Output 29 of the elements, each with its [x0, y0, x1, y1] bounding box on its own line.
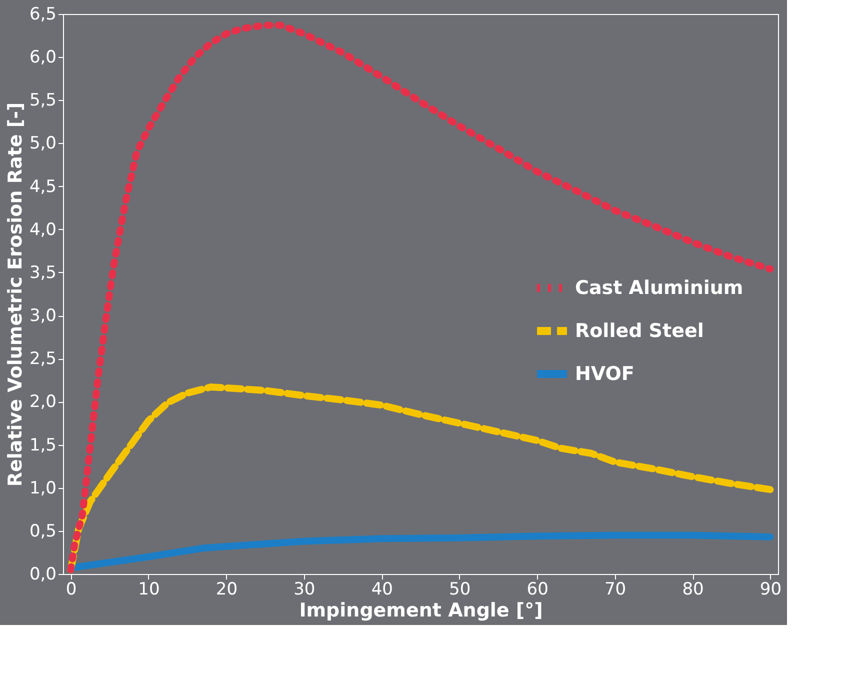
- y-tick-label: 2,0: [29, 392, 56, 412]
- x-tick-label: 10: [138, 580, 160, 600]
- y-tick-label: 5,0: [29, 134, 56, 154]
- x-tick-label: 20: [216, 580, 238, 600]
- y-tick-label: 2,5: [29, 349, 56, 370]
- y-tick-label: 6,0: [29, 48, 56, 68]
- y-tick-label: 4,5: [29, 176, 56, 197]
- y-tick-label: 1,0: [29, 478, 56, 498]
- x-tick-label: 90: [760, 580, 782, 600]
- x-tick-label: 70: [604, 580, 626, 600]
- x-tick-label: 30: [294, 580, 316, 600]
- y-tick-label: 5,5: [29, 90, 56, 111]
- legend-label: Cast Aluminium: [575, 277, 744, 299]
- y-axis-title: Relative Volumetric Erosion Rate [-]: [4, 102, 26, 487]
- legend-label: Rolled Steel: [575, 320, 704, 342]
- x-tick-label: 80: [682, 580, 704, 600]
- y-tick-label: 1,5: [29, 435, 56, 456]
- x-tick-label: 0: [66, 580, 77, 600]
- x-tick-label: 50: [449, 580, 471, 600]
- y-tick-label: 3,5: [29, 262, 56, 283]
- y-tick-label: 0,0: [29, 564, 56, 584]
- y-tick-label: 4,0: [29, 220, 56, 240]
- y-tick-label: 6,5: [29, 4, 56, 24]
- y-tick-label: 3,0: [29, 306, 56, 326]
- x-axis-title: Impingement Angle [°]: [299, 600, 543, 622]
- x-tick-label: 60: [526, 580, 548, 600]
- legend-label: HVOF: [575, 363, 634, 385]
- y-tick-label: 0,5: [29, 521, 56, 542]
- x-tick-label: 40: [371, 580, 393, 600]
